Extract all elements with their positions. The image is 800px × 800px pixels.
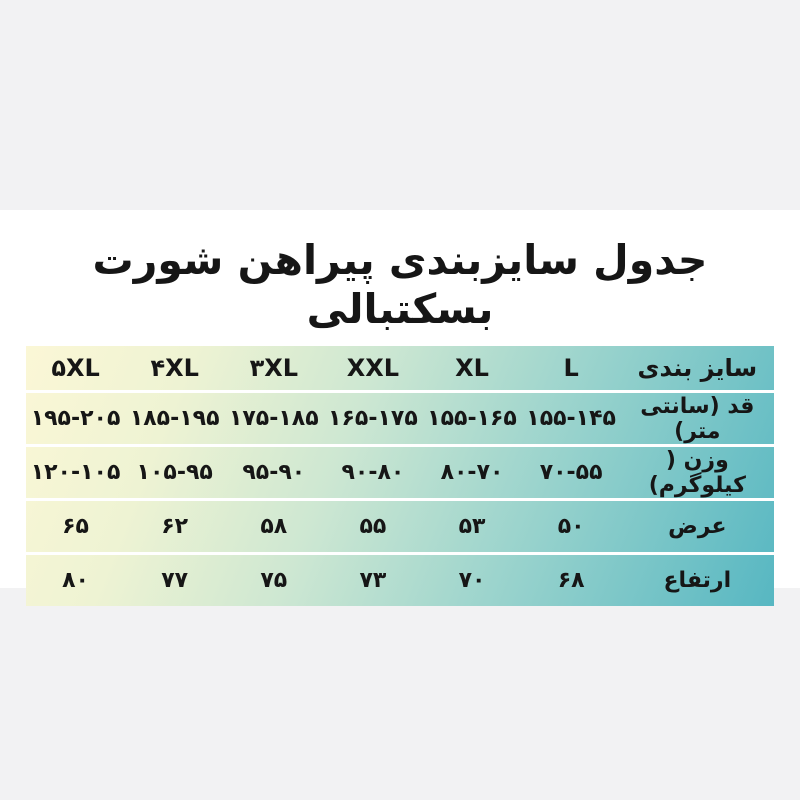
table-cell: ۱۶۵-۱۷۵ bbox=[323, 390, 423, 446]
table-cell: ۵۰ bbox=[521, 498, 621, 554]
row-label-height: قد (سانتی متر) bbox=[620, 390, 774, 446]
header-cell-xxl: XXL bbox=[346, 354, 400, 383]
table-cell: ۵۵ bbox=[323, 498, 423, 554]
header-cell-l: L bbox=[563, 354, 579, 383]
table-cell: ۹۰-۸۰ bbox=[323, 444, 423, 500]
header-cell-sizing: سایز بندی bbox=[637, 354, 758, 383]
table-cell: ۷۳ bbox=[323, 552, 423, 607]
table-cell: ۶۲ bbox=[125, 498, 225, 554]
table-cell: ۱۷۵-۱۸۵ bbox=[224, 390, 324, 446]
content-panel: جدول سایزبندی پیراهن شورت بسکتبالی سایز … bbox=[0, 210, 800, 607]
table-cell: ۵۳ bbox=[422, 498, 522, 554]
table-row-length: ارتفاع ۶۸ ۷۰ ۷۳ ۷۵ ۷۷ ۸۰ bbox=[26, 552, 774, 607]
page-title: جدول سایزبندی پیراهن شورت بسکتبالی bbox=[92, 236, 708, 334]
table-row-height: قد (سانتی متر) ۱۵۵-۱۴۵ ۱۵۵-۱۶۵ ۱۶۵-۱۷۵ ۱… bbox=[26, 390, 774, 446]
table-cell: ۱۸۵-۱۹۵ bbox=[125, 390, 225, 446]
size-chart-table: سایز بندی L XL XXL ۳XL ۴XL ۵XL قد (سانتی… bbox=[26, 346, 774, 607]
table-row-width: عرض ۵۰ ۵۳ ۵۵ ۵۸ ۶۲ ۶۵ bbox=[26, 498, 774, 554]
table-cell: ۷۰ bbox=[422, 552, 522, 607]
table-header-row: سایز بندی L XL XXL ۳XL ۴XL ۵XL bbox=[26, 346, 774, 392]
row-label-length: ارتفاع bbox=[620, 552, 774, 607]
table-row-weight: وزن ( کیلوگرم) ۷۰-۵۵ ۸۰-۷۰ ۹۰-۸۰ ۹۵-۹۰ ۱… bbox=[26, 444, 774, 500]
table-cell: ۷۰-۵۵ bbox=[521, 444, 621, 500]
table-cell: ۱۰۵-۹۵ bbox=[125, 444, 225, 500]
table-cell: ۱۲۰-۱۰۵ bbox=[26, 444, 126, 500]
table-cell: ۶۵ bbox=[26, 498, 126, 554]
table-cell: ۸۰-۷۰ bbox=[422, 444, 522, 500]
header-cell-5xl: ۵XL bbox=[51, 354, 100, 383]
table-cell: ۶۸ bbox=[521, 552, 621, 607]
header-cell-xl: XL bbox=[455, 354, 489, 383]
table-cell: ۱۵۵-۱۶۵ bbox=[422, 390, 522, 446]
size-table: سایز بندی L XL XXL ۳XL ۴XL ۵XL قد (سانتی… bbox=[26, 346, 774, 607]
row-label-weight: وزن ( کیلوگرم) bbox=[620, 444, 774, 500]
table-cell: ۵۸ bbox=[224, 498, 324, 554]
row-label-width: عرض bbox=[620, 498, 774, 554]
table-cell: ۱۹۵-۲۰۵ bbox=[26, 390, 126, 446]
table-cell: ۱۵۵-۱۴۵ bbox=[521, 390, 621, 446]
header-cell-3xl: ۳XL bbox=[249, 354, 299, 383]
table-cell: ۷۷ bbox=[125, 552, 225, 607]
header-cell-4xl: ۴XL bbox=[150, 354, 199, 383]
table-cell: ۸۰ bbox=[26, 552, 126, 607]
table-cell: ۷۵ bbox=[224, 552, 324, 607]
table-cell: ۹۵-۹۰ bbox=[224, 444, 324, 500]
